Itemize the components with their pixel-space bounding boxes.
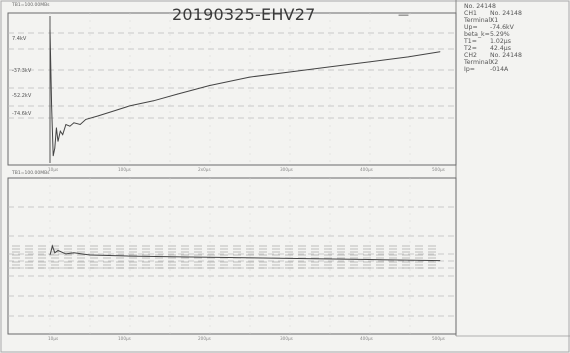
panel-row: T2= 42.4µs	[464, 45, 511, 52]
data-point	[368, 259, 369, 260]
data-point	[208, 256, 210, 258]
panel-key: T1=	[464, 38, 477, 45]
top-ylabel-4: -74.6kV	[12, 111, 32, 117]
top-ylabel-2: -37.3kV	[12, 68, 32, 74]
measurement-panel: No. 24148 CH1 No. 24148 Terminal:X1 Up= -7…	[456, 0, 570, 353]
top-xlabel-6: 500µs	[432, 167, 445, 172]
top-xlabel-1: 10µs	[48, 167, 59, 172]
bottom-xlabel-2: 100µs	[118, 336, 131, 341]
data-point	[62, 134, 64, 136]
top-xlabel-2: 100µs	[118, 167, 131, 172]
panel-key: Ip=	[464, 66, 475, 73]
data-point	[129, 105, 131, 107]
panel-row: Ip= -014A	[464, 66, 508, 73]
bottom-xlabel-5: 400µs	[360, 336, 373, 341]
timebase-top: TB1=100.00MBs	[12, 3, 50, 8]
panel-key: beta_k=	[464, 31, 490, 38]
bottom-xlabel-6: 500µs	[432, 336, 445, 341]
data-point	[54, 147, 56, 149]
panel-key: CH2	[464, 52, 477, 59]
panel-key: CH1	[464, 10, 477, 17]
panel-value: -74.6kV	[490, 24, 514, 31]
top-grid	[8, 13, 456, 165]
timebase-bottom: TB1=100.00MBs	[12, 171, 50, 176]
data-point	[407, 56, 409, 58]
data-point	[129, 255, 131, 257]
data-point	[85, 119, 87, 120]
panel-value: X2	[490, 59, 499, 66]
top-ylabel-1: 7.4kV	[12, 36, 27, 42]
data-point	[328, 66, 329, 68]
data-point	[113, 110, 115, 112]
top-plot-frame	[7, 12, 457, 166]
data-point	[368, 61, 369, 63]
panel-key: Up=	[464, 24, 478, 31]
panel-value: X1	[490, 17, 499, 24]
data-point	[57, 250, 59, 251]
top-xlabel-5: 400µs	[360, 167, 373, 172]
panel-value: 42.4µs	[490, 45, 511, 52]
panel-key: T2=	[464, 45, 477, 52]
bottom-grid	[8, 178, 456, 334]
panel-value: No. 24148	[490, 52, 522, 59]
chart-title: 20190325-EHV27	[172, 5, 316, 24]
data-point	[208, 85, 210, 86]
panel-row: CH1 No. 24148	[464, 10, 522, 17]
current-trace	[49, 244, 441, 262]
panel-value: No. 24148	[490, 10, 522, 17]
top-trace-group	[49, 29, 441, 157]
panel-row: Up= -74.6kV	[464, 24, 514, 31]
title-dash: —	[398, 8, 409, 21]
bottom-trace-group	[49, 244, 441, 262]
data-point	[56, 127, 57, 129]
data-point	[57, 141, 59, 142]
data-point	[69, 125, 71, 127]
panel-row: CH2 No. 24148	[464, 52, 522, 59]
bottom-xlabel-1: 10µs	[48, 336, 59, 341]
panel-value: -014A	[490, 66, 509, 73]
data-point	[177, 93, 178, 95]
panel-row: T1= 1.02µs	[464, 38, 511, 45]
data-point	[65, 253, 67, 255]
data-point	[49, 29, 51, 31]
panel-number: No. 24148	[464, 3, 496, 10]
panel-key: Terminal:	[464, 17, 493, 24]
panel-value: 5.29%	[490, 31, 510, 38]
top-ylabel-3: -52.2kV	[12, 93, 32, 99]
data-point	[439, 260, 441, 261]
data-point	[65, 124, 67, 125]
data-point	[73, 122, 75, 124]
panel-key: Terminal:	[464, 59, 493, 66]
data-point	[89, 254, 91, 256]
bottom-xlabel-4: 300µs	[280, 336, 293, 341]
data-point	[248, 76, 250, 78]
data-point	[59, 130, 61, 132]
data-point	[153, 100, 154, 102]
data-point	[52, 155, 54, 157]
data-point	[288, 258, 290, 259]
panel-row: beta_k=5.29%	[464, 31, 510, 38]
data-point	[49, 254, 51, 256]
panel-value: 1.02µs	[490, 38, 511, 45]
data-point	[52, 245, 53, 247]
bottom-xlabel-3: 200µs	[198, 336, 211, 341]
bottom-plot-frame	[7, 177, 457, 335]
data-point	[439, 51, 441, 53]
top-xlabel-3: 2x0µs	[198, 167, 211, 172]
data-point	[79, 124, 81, 125]
data-point	[54, 252, 56, 254]
panel-row: Terminal:X1	[464, 17, 498, 24]
data-point	[288, 71, 290, 73]
top-xlabel-4: 300µs	[280, 167, 293, 172]
panel-row: Terminal:X2	[464, 59, 498, 66]
data-point	[97, 115, 99, 117]
data-point	[73, 252, 75, 254]
data-point	[51, 105, 52, 107]
